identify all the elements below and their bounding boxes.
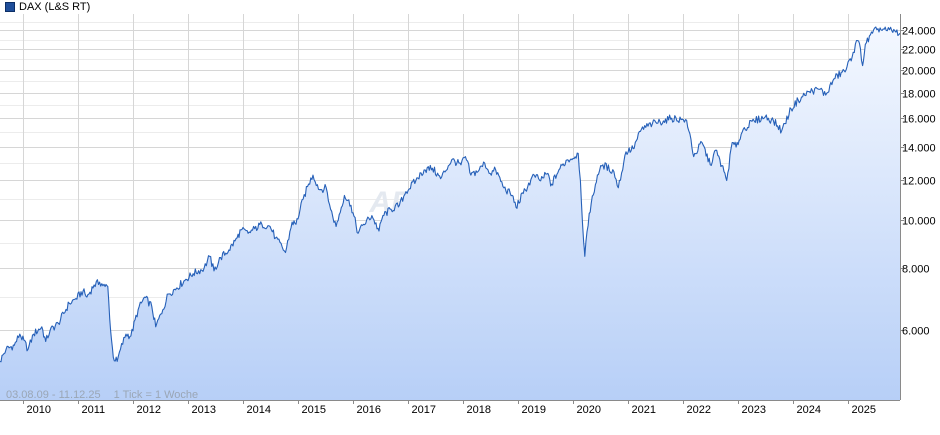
x-tick-label: 2022 bbox=[687, 404, 711, 416]
tick-info: 1 Tick = 1 Woche bbox=[113, 389, 199, 401]
y-tick-label: 20.000 bbox=[902, 66, 936, 78]
area-fill bbox=[0, 27, 900, 400]
y-tick-label: 24.000 bbox=[902, 26, 936, 38]
y-tick-label: 14.000 bbox=[902, 143, 936, 155]
x-tick-label: 2010 bbox=[27, 404, 51, 416]
x-tick-label: 2014 bbox=[247, 404, 271, 416]
x-tick-label: 2020 bbox=[577, 404, 601, 416]
series-area bbox=[0, 27, 900, 400]
y-tick-label: 16.000 bbox=[902, 114, 936, 126]
x-tick-label: 2016 bbox=[357, 404, 381, 416]
legend: DAX (L&S RT) bbox=[5, 0, 90, 14]
y-tick-label: 8.000 bbox=[902, 264, 930, 276]
x-tick-label: 2025 bbox=[852, 404, 876, 416]
x-tick-label: 2021 bbox=[632, 404, 656, 416]
x-tick-label: 2018 bbox=[467, 404, 491, 416]
x-tick-label: 2017 bbox=[412, 404, 436, 416]
series-line bbox=[0, 26, 901, 363]
y-axis-labels: 6.000 8.000 10.000 12.000 14.000 16.000 18.000… bbox=[900, 26, 936, 338]
price-line bbox=[0, 26, 901, 363]
y-tick-label: 10.000 bbox=[902, 216, 936, 228]
footnote: 03.08.09 - 11.12.25 1 Tick = 1 Woche bbox=[6, 389, 208, 401]
x-tick-label: 2024 bbox=[797, 404, 821, 416]
x-axis-labels: 2010 2011 2012 2013 2014 2015 2016 2017 2018 2019… bbox=[23, 400, 876, 416]
x-tick-label: 2013 bbox=[192, 404, 216, 416]
y-tick-label: 22.000 bbox=[902, 45, 936, 57]
x-tick-label: 2015 bbox=[302, 404, 326, 416]
x-tick-label: 2012 bbox=[137, 404, 161, 416]
legend-swatch bbox=[5, 2, 15, 12]
x-tick-label: 2011 bbox=[82, 404, 106, 416]
y-tick-label: 18.000 bbox=[902, 89, 936, 101]
y-tick-label: 6.000 bbox=[902, 326, 930, 338]
date-range: 03.08.09 - 11.12.25 bbox=[6, 389, 101, 401]
y-tick-label: 12.000 bbox=[902, 176, 936, 188]
x-tick-label: 2019 bbox=[522, 404, 546, 416]
legend-label: DAX (L&S RT) bbox=[19, 1, 91, 13]
x-tick-label: 2023 bbox=[742, 404, 766, 416]
